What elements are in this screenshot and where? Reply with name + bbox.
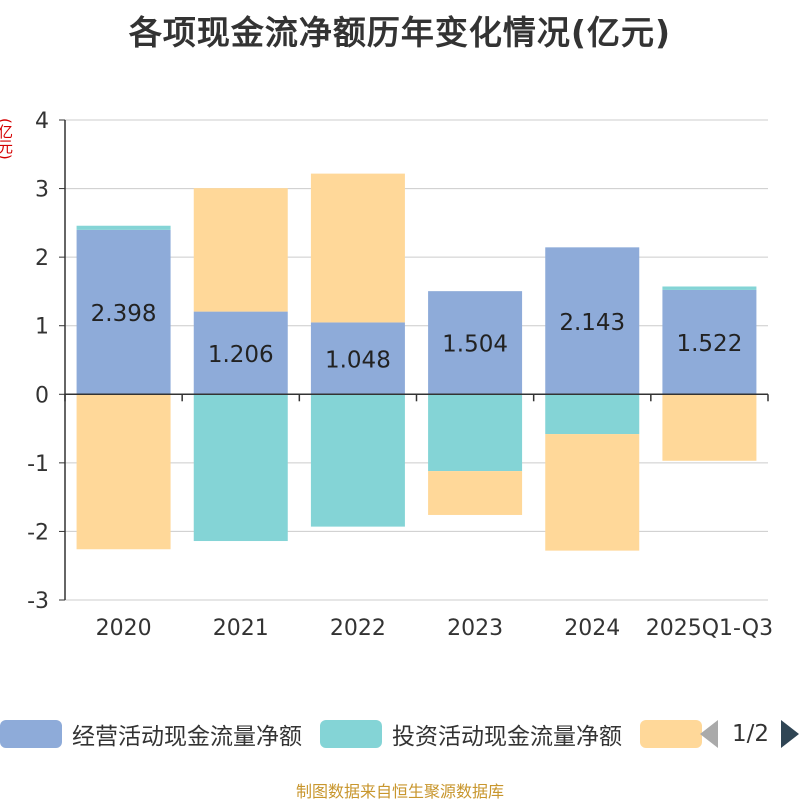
- y-tick-label: -3: [27, 589, 49, 614]
- legend-swatch-financing: [640, 720, 702, 748]
- bar-3-2025Q1-Q3: [662, 394, 757, 461]
- x-tick-label: 2022: [330, 616, 386, 641]
- bar-2-2023: [428, 394, 523, 472]
- y-tick-label: -1: [27, 452, 49, 477]
- bar-1-2020: [76, 229, 171, 395]
- y-tick-label: 3: [35, 178, 49, 203]
- bar-2-2024: [545, 394, 640, 435]
- legend-next-page-icon[interactable]: [781, 720, 800, 748]
- legend-swatch-investing: [320, 720, 382, 748]
- legend-pager: 1/2: [700, 714, 800, 754]
- legend-page-indicator: 1/2: [732, 721, 770, 747]
- legend-item-financing[interactable]: [640, 714, 712, 754]
- legend: 经营活动现金流量净额 投资活动现金流量净额: [0, 714, 800, 754]
- legend-label-investing: 投资活动现金流量净额: [392, 724, 622, 750]
- bar-1-2024: [545, 247, 640, 395]
- y-tick-label: 0: [35, 383, 49, 408]
- x-tick-label: 2025Q1-Q3: [646, 616, 773, 641]
- data-label: 2.398: [91, 301, 157, 327]
- bar-1-2021: [193, 311, 288, 395]
- data-label: 1.522: [676, 331, 742, 357]
- legend-item-operating[interactable]: 经营活动现金流量净额: [0, 714, 302, 754]
- data-label: 2.143: [559, 310, 625, 336]
- data-label: 1.048: [325, 347, 391, 373]
- bar-3-2023: [428, 471, 523, 515]
- data-source-note: 制图数据来自恒生聚源数据库: [295, 782, 504, 801]
- data-label: 1.504: [442, 332, 508, 358]
- bar-1-2022: [310, 322, 405, 395]
- legend-prev-page-icon[interactable]: [700, 720, 718, 748]
- legend-label-operating: 经营活动现金流量净额: [72, 724, 302, 750]
- x-tick-label: 2024: [564, 616, 620, 641]
- x-tick-label: 2023: [447, 616, 503, 641]
- x-tick-label: 2021: [213, 616, 269, 641]
- legend-item-investing[interactable]: 投资活动现金流量净额: [320, 714, 622, 754]
- y-tick-label: 4: [35, 109, 49, 134]
- data-label: 1.206: [208, 342, 274, 368]
- y-tick-label: -2: [27, 520, 49, 545]
- y-tick-label: 1: [35, 315, 49, 340]
- bar-2-2021: [193, 394, 288, 542]
- y-axis-unit: (亿元): [0, 118, 14, 160]
- bar-1-2023: [428, 291, 523, 395]
- chart-area: 4 3 2 1 0 -1 -2 -3 2.398 1.206 1.048 1.504 2.143 1.52…: [27, 109, 773, 641]
- chart-title: 各项现金流净额历年变化情况(亿元): [128, 13, 672, 52]
- bar-3-2021: [193, 188, 288, 312]
- bar-3-2020: [76, 394, 171, 550]
- bar-2-2025Q1-Q3: [662, 286, 757, 290]
- x-tick-label: 2020: [96, 616, 152, 641]
- legend-swatch-operating: [0, 720, 62, 748]
- bar-2-2020: [76, 225, 171, 230]
- bar-3-2024: [545, 434, 640, 551]
- y-tick-label: 2: [35, 246, 49, 271]
- bar-2-2022: [310, 394, 405, 527]
- bar-3-2022: [310, 173, 405, 323]
- bar-1-2025Q1-Q3: [662, 289, 757, 395]
